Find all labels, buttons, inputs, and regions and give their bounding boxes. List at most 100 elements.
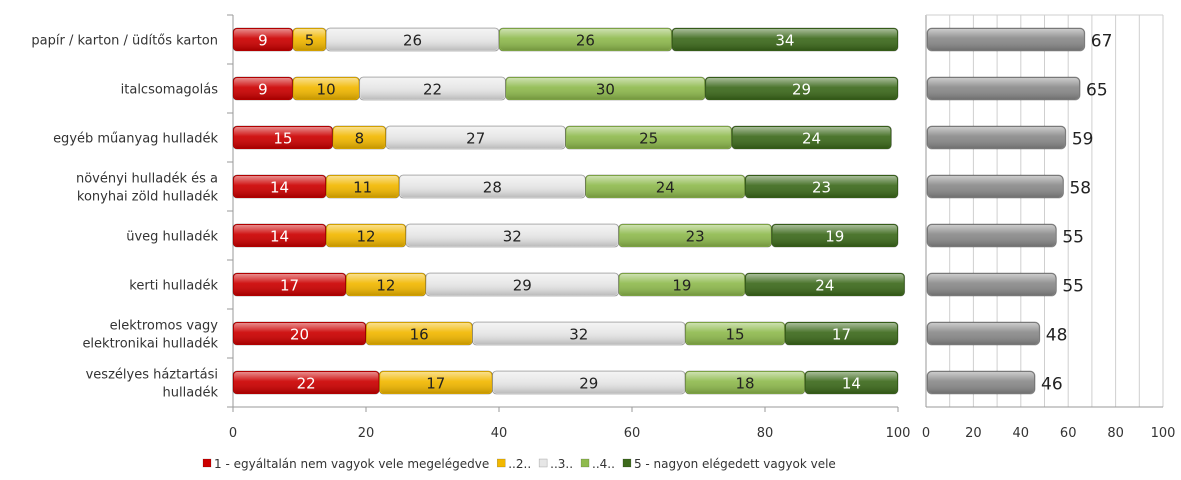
summary-value-label: 59 [1072, 130, 1094, 150]
x-tick-label: 40 [491, 426, 508, 441]
category-label: veszélyes háztartási [86, 368, 218, 383]
bar-gloss [928, 127, 1065, 148]
bar-gloss [732, 127, 891, 148]
category-label: konyhai zöld hulladék [77, 190, 219, 205]
bar-value-label: 27 [466, 130, 485, 148]
bar-gloss [686, 323, 784, 344]
bar-value-label: 17 [426, 375, 445, 393]
x-tick-label: 40 [1013, 426, 1030, 441]
bar-value-label: 23 [686, 228, 705, 246]
bar-value-label: 26 [403, 32, 422, 50]
bar-gloss [327, 225, 405, 246]
bar-value-label: 30 [596, 81, 615, 99]
legend-label: 1 - egyáltalán nem vagyok vele megeléged… [214, 457, 489, 471]
bar-gloss [566, 127, 731, 148]
bar-value-label: 12 [356, 228, 375, 246]
legend-label: ..3.. [550, 457, 573, 471]
bar-value-label: 12 [376, 277, 395, 295]
x-tick-label: 20 [965, 426, 982, 441]
bar-gloss [406, 225, 618, 246]
bar-gloss [928, 323, 1039, 344]
bar-gloss [506, 78, 705, 99]
chart-legend: 1 - egyáltalán nem vagyok vele megeléged… [202, 457, 836, 471]
bar-gloss [234, 225, 326, 246]
bar-gloss [293, 29, 326, 50]
x-tick-label: 0 [922, 426, 930, 441]
bar-gloss [805, 372, 897, 393]
bar-gloss [785, 323, 897, 344]
bar-value-label: 19 [825, 228, 844, 246]
bar-gloss [493, 372, 685, 393]
bar-gloss [367, 323, 472, 344]
bar-value-label: 14 [270, 179, 289, 197]
legend-swatch [538, 458, 548, 468]
bar-value-label: 14 [842, 375, 861, 393]
bar-gloss [426, 274, 618, 295]
x-tick-label: 60 [624, 426, 641, 441]
summary-value-label: 67 [1091, 32, 1113, 52]
bar-gloss [928, 225, 1056, 246]
bar-gloss [360, 78, 505, 99]
category-label: kerti hulladék [129, 279, 218, 294]
x-tick-label: 100 [886, 426, 911, 441]
bar-value-label: 29 [513, 277, 532, 295]
summary-value-label: 55 [1062, 228, 1084, 248]
bar-gloss [347, 274, 425, 295]
bar-value-label: 17 [832, 326, 851, 344]
bar-gloss [928, 78, 1080, 99]
bar-gloss [234, 78, 292, 99]
bar-value-label: 20 [290, 326, 309, 344]
bar-gloss [706, 78, 897, 99]
category-label: növényi hulladék és a [76, 172, 218, 187]
bar-value-label: 23 [812, 179, 831, 197]
summary-value-label: 48 [1046, 326, 1068, 346]
x-tick-label: 20 [358, 426, 375, 441]
x-tick-label: 100 [1151, 426, 1176, 441]
bar-value-label: 24 [656, 179, 675, 197]
bar-value-label: 5 [305, 32, 315, 50]
bar-value-label: 18 [736, 375, 755, 393]
bar-value-label: 15 [726, 326, 745, 344]
bar-value-label: 10 [317, 81, 336, 99]
bar-value-label: 25 [639, 130, 658, 148]
bar-gloss [293, 78, 359, 99]
bar-gloss [619, 274, 745, 295]
summary-value-label: 46 [1041, 375, 1063, 395]
bar-gloss [333, 127, 385, 148]
bar-gloss [234, 127, 332, 148]
bar-value-label: 11 [353, 179, 372, 197]
bar-gloss [746, 274, 904, 295]
legend-label: ..2.. [508, 457, 531, 471]
bar-value-label: 14 [270, 228, 289, 246]
bar-gloss [386, 127, 565, 148]
bar-gloss [686, 372, 804, 393]
summary-value-label: 58 [1069, 179, 1091, 199]
bar-gloss [327, 29, 498, 50]
bar-gloss [380, 372, 492, 393]
legend-swatch [622, 458, 632, 468]
bar-gloss [500, 29, 671, 50]
bar-gloss [234, 29, 292, 50]
bar-gloss [234, 323, 365, 344]
bar-gloss [400, 176, 585, 197]
bar-gloss [619, 225, 771, 246]
x-tick-label: 80 [1107, 426, 1124, 441]
bar-gloss [473, 323, 685, 344]
bar-value-label: 24 [802, 130, 821, 148]
bar-value-label: 17 [280, 277, 299, 295]
category-label: italcsomagolás [121, 83, 219, 98]
x-tick-label: 80 [757, 426, 774, 441]
bar-gloss [672, 29, 897, 50]
bar-value-label: 8 [355, 130, 365, 148]
summary-value-label: 55 [1062, 277, 1084, 297]
bar-value-label: 19 [672, 277, 691, 295]
bar-value-label: 32 [569, 326, 588, 344]
bar-gloss [928, 29, 1084, 50]
legend-swatch [202, 458, 212, 468]
bar-value-label: 29 [579, 375, 598, 393]
category-label: egyéb műanyag hulladék [53, 132, 218, 147]
bar-value-label: 9 [258, 81, 268, 99]
summary-value-label: 65 [1086, 81, 1108, 101]
bar-gloss [234, 372, 379, 393]
